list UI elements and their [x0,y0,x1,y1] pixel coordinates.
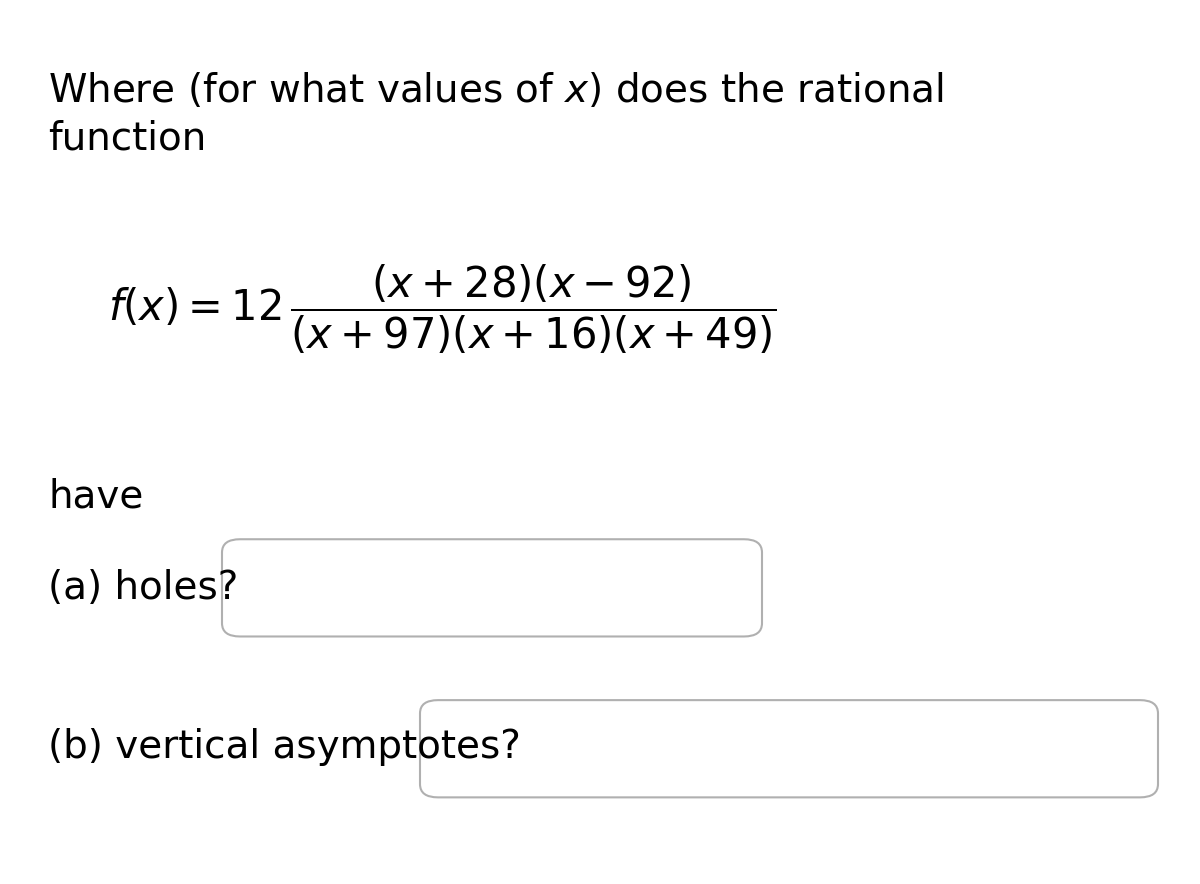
FancyBboxPatch shape [420,700,1158,797]
Text: Where (for what values of $x$) does the rational: Where (for what values of $x$) does the … [48,71,943,110]
Text: function: function [48,119,206,157]
FancyBboxPatch shape [222,539,762,636]
Text: $f(x) = 12\,\dfrac{(x + 28)(x - 92)}{(x + 97)(x + 16)(x + 49)}$: $f(x) = 12\,\dfrac{(x + 28)(x - 92)}{(x … [108,263,776,356]
Text: (a) holes?: (a) holes? [48,569,239,606]
Text: have: have [48,477,143,515]
Text: (b) vertical asymptotes?: (b) vertical asymptotes? [48,728,521,766]
